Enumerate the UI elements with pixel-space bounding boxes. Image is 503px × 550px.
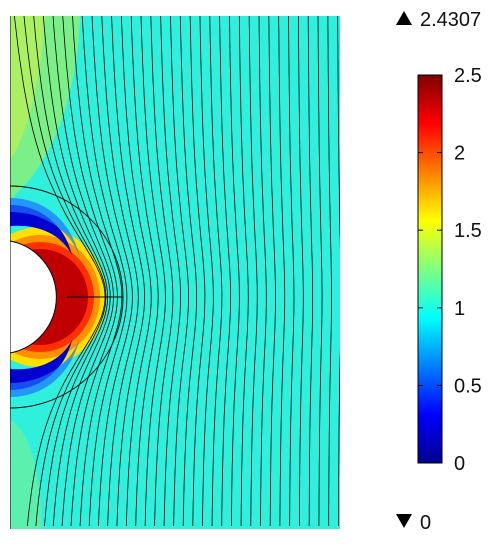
colorbar xyxy=(417,74,443,464)
contour-line xyxy=(91,16,133,527)
contour-line xyxy=(160,16,182,527)
contour-line xyxy=(140,16,166,527)
contour-line xyxy=(23,16,107,527)
contour-line xyxy=(121,16,152,527)
contour-line xyxy=(199,16,214,527)
hole xyxy=(10,240,57,354)
max-triangle-icon xyxy=(396,11,412,25)
low-region-top xyxy=(10,205,72,255)
contour-line xyxy=(298,16,304,526)
contour-line xyxy=(14,16,106,527)
contour-line xyxy=(62,16,118,527)
lower-left-region xyxy=(10,420,42,529)
contour-line xyxy=(170,16,189,527)
contour-line xyxy=(258,16,267,526)
low-region-top-edge xyxy=(10,198,80,258)
contour-line xyxy=(81,16,128,527)
colorbar-tick-label: 0 xyxy=(454,453,465,475)
low-region-bottom-edge xyxy=(10,337,80,397)
contour-line xyxy=(130,16,159,527)
colorbar-tick-label: 1 xyxy=(454,298,465,320)
contour-line xyxy=(179,16,197,527)
contour-line xyxy=(238,16,249,526)
colorbar-ticks: 0 0.5 1 1.5 2 2.5 xyxy=(418,65,482,475)
contour-line xyxy=(278,16,286,526)
contour-line xyxy=(33,16,109,527)
max-marker-label: 2.4307 xyxy=(420,9,481,31)
contour-line xyxy=(268,16,276,526)
contour-line xyxy=(288,16,295,527)
contour-line xyxy=(111,16,146,527)
contour-line xyxy=(229,16,240,526)
contour-line xyxy=(189,16,206,527)
colorbar-tick-label: 2.5 xyxy=(454,65,482,87)
contour-line xyxy=(72,16,123,527)
contour-line xyxy=(42,16,111,527)
contour-line xyxy=(327,16,332,526)
field-domain xyxy=(10,16,340,529)
colorbar-tick-label: 1.5 xyxy=(454,220,482,242)
contour-line xyxy=(219,16,232,527)
contour-line xyxy=(209,16,223,526)
contour-line xyxy=(248,16,258,526)
contour-line xyxy=(317,16,323,526)
contour-line xyxy=(52,16,114,527)
colorbar-tick-label: 0.5 xyxy=(454,375,482,397)
contour-lines xyxy=(14,16,340,527)
min-triangle-icon xyxy=(396,514,412,528)
contour-line xyxy=(307,16,313,527)
low-region-bottom xyxy=(10,340,72,390)
colorbar-tick-label: 2 xyxy=(454,143,465,165)
contour-line xyxy=(101,16,139,527)
contour-line xyxy=(150,16,174,527)
contour-line xyxy=(337,16,340,527)
min-marker-label: 0 xyxy=(420,512,431,534)
